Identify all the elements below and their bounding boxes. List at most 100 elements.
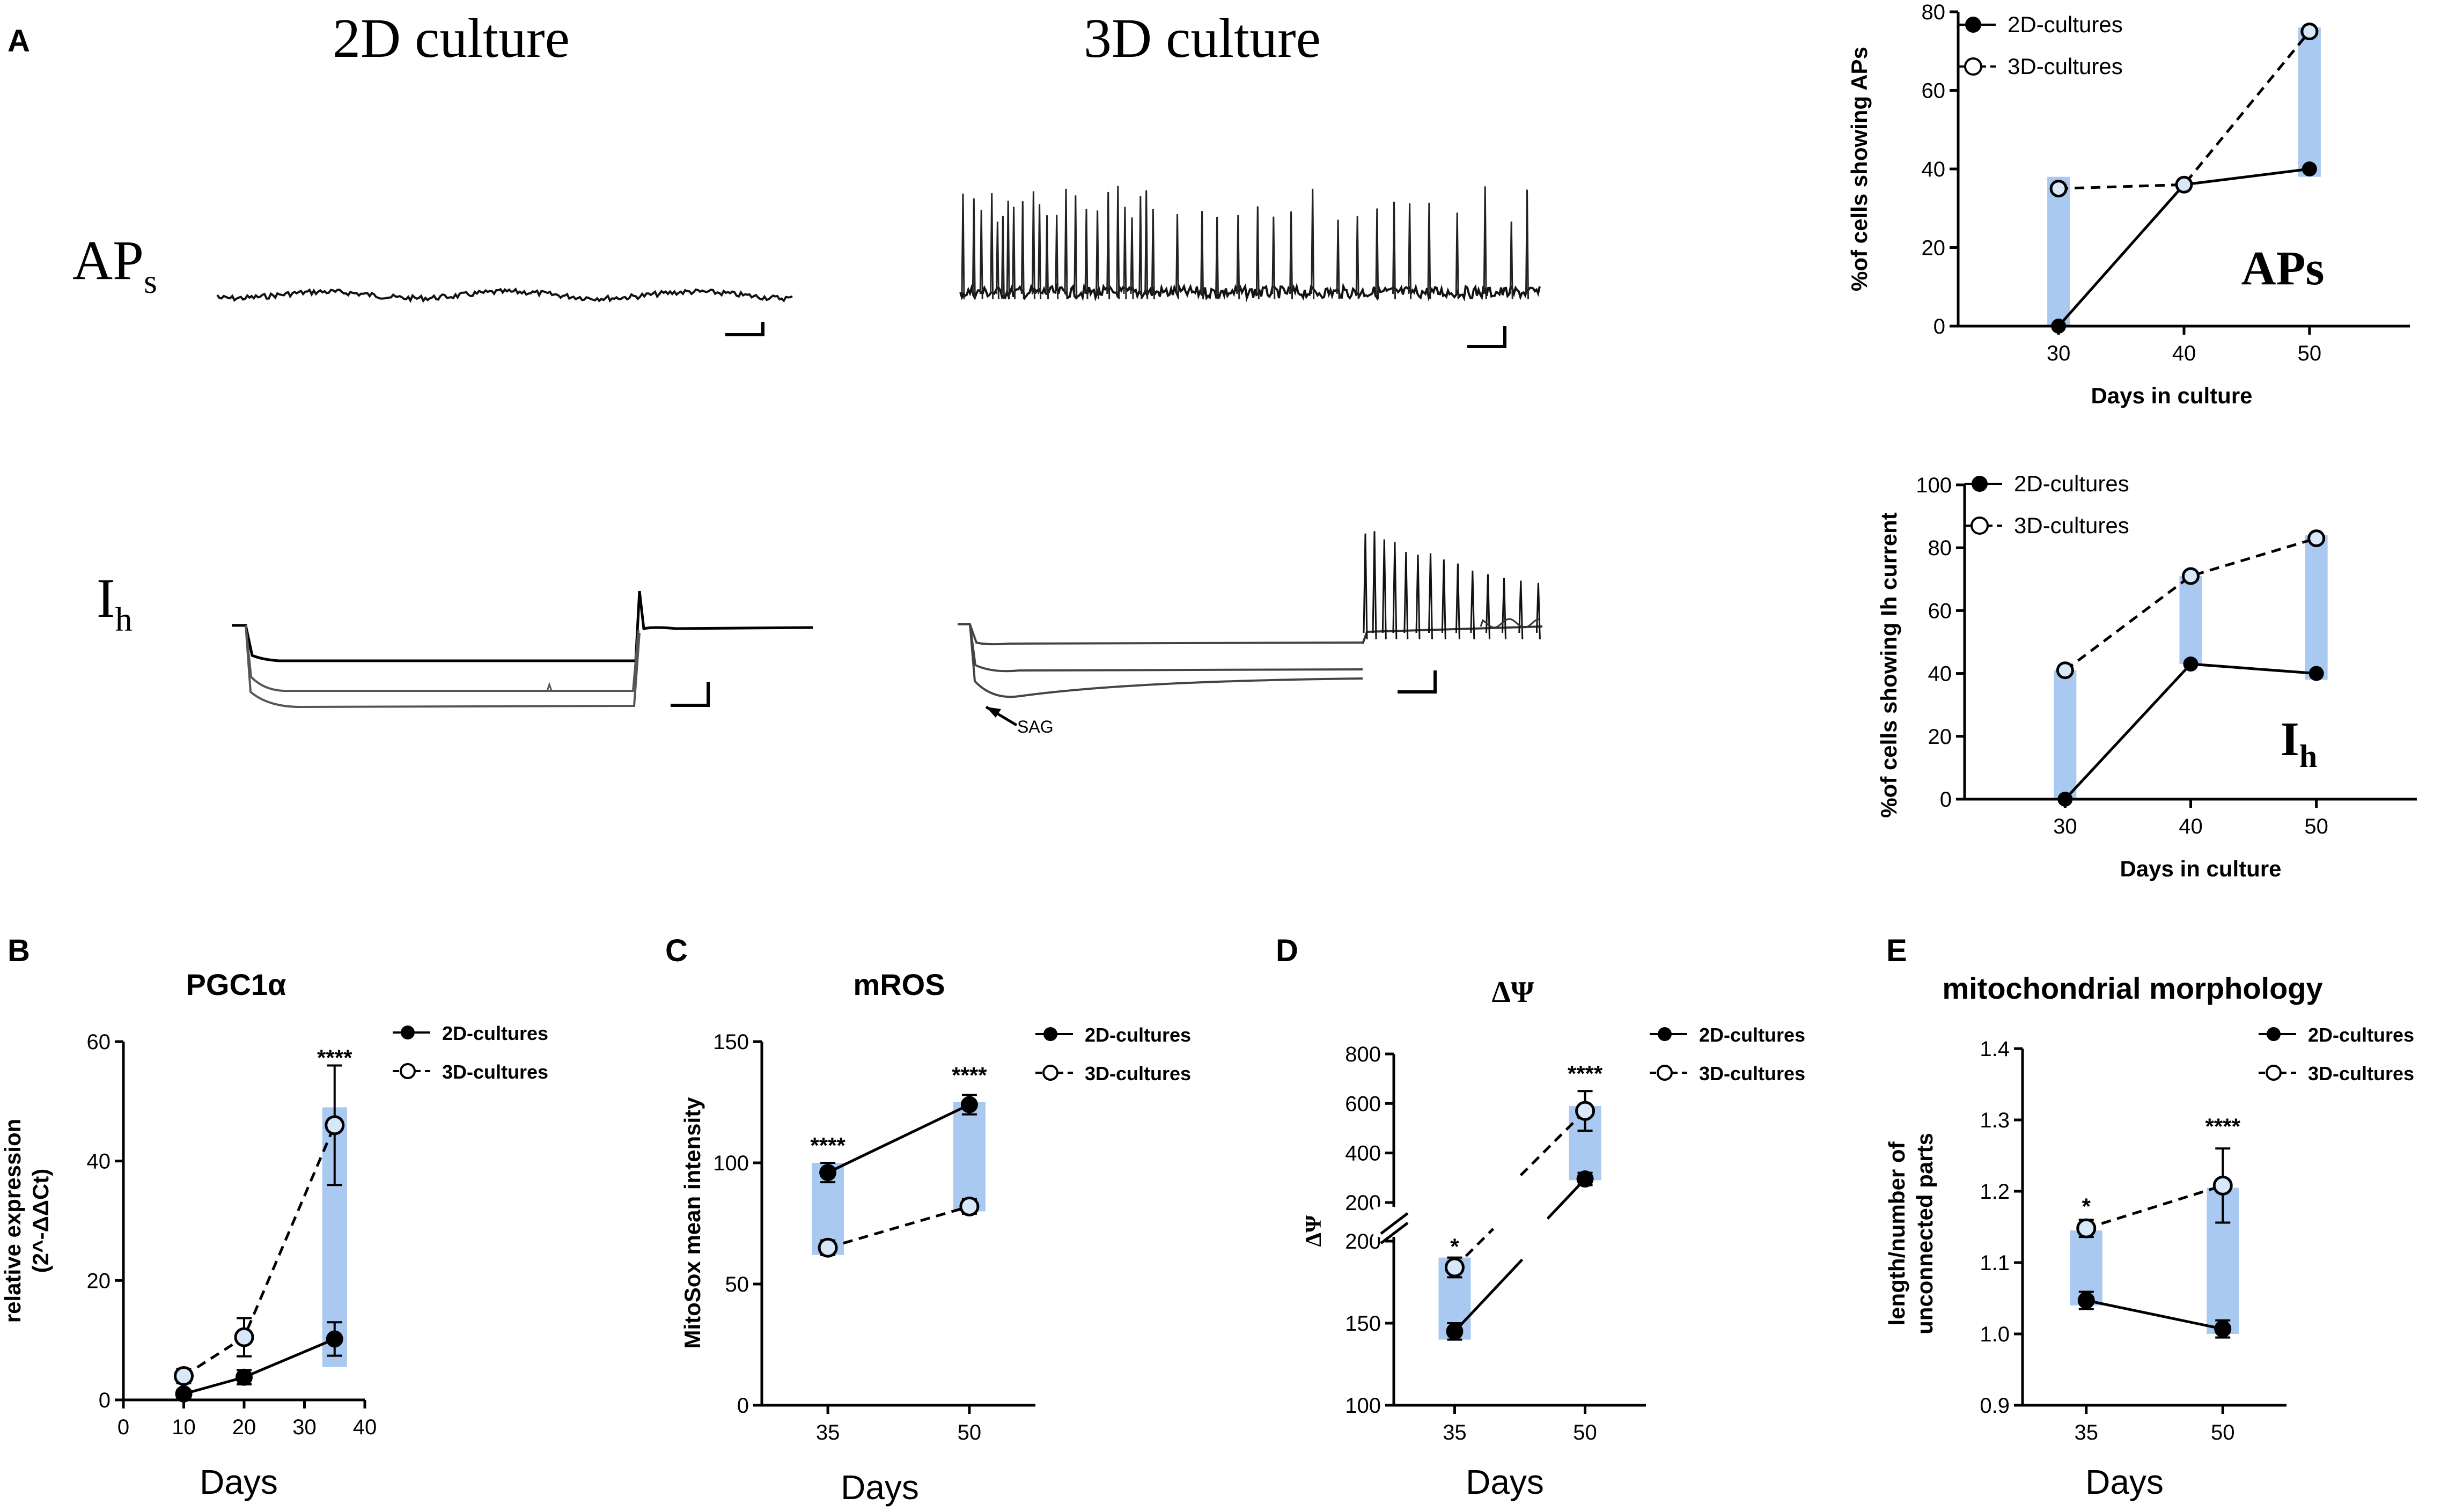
series-2d-line bbox=[183, 1338, 335, 1396]
ap-trace-3d bbox=[959, 186, 1541, 303]
y-tick-label: 50 bbox=[725, 1273, 749, 1296]
chart-title: ΔΨ bbox=[1492, 976, 1534, 1009]
chart-ih: Ih 0 20 40 60 80 100 30 40 50 Days in culture %of … bbox=[1876, 471, 2417, 881]
point-3d bbox=[325, 1115, 345, 1135]
legend-label: 2D-cultures bbox=[2008, 12, 2123, 37]
y-tick-label: 1.1 bbox=[1980, 1251, 2010, 1275]
x-tick-label: 35 bbox=[2075, 1421, 2099, 1444]
x-tick-label: 40 bbox=[353, 1415, 377, 1439]
x-tick-label: 35 bbox=[1443, 1421, 1467, 1444]
sag-label: SAG bbox=[1017, 717, 1054, 736]
x-axis-label: Days bbox=[200, 1463, 278, 1501]
y-tick-label: 600 bbox=[1345, 1092, 1381, 1116]
x-tick-label: 40 bbox=[2172, 342, 2196, 365]
x-tick-label: 40 bbox=[2179, 815, 2203, 838]
point-2d bbox=[175, 1385, 193, 1403]
significance-stars: * bbox=[2082, 1194, 2091, 1219]
y-tick-label: 1.4 bbox=[1980, 1037, 2010, 1061]
point-3d bbox=[2049, 180, 2068, 198]
y-tick-label: 1.2 bbox=[1980, 1180, 2010, 1204]
point-3d bbox=[959, 1196, 980, 1216]
highlight-bar bbox=[2179, 576, 2202, 665]
legend-marker bbox=[1971, 517, 1989, 535]
series-3d-line bbox=[183, 1124, 336, 1377]
scale-bar-ih-3d bbox=[1398, 670, 1437, 694]
y-tick-label: 20 bbox=[87, 1269, 111, 1293]
x-tick-label: 50 bbox=[2304, 815, 2328, 838]
legend-label: 2D-cultures bbox=[2308, 1024, 2414, 1046]
point-3d bbox=[2212, 1175, 2233, 1196]
significance-stars: **** bbox=[952, 1063, 987, 1088]
chart-mito-morphology: mitochondrial morphology 0.9 1.0 1.1 1.2 1.3 1… bbox=[1884, 971, 2414, 1501]
ih-3d-tail bbox=[1480, 618, 1539, 629]
y-tick-label: 0 bbox=[99, 1389, 111, 1412]
legend-label: 2D-cultures bbox=[2014, 471, 2129, 496]
ih-trace-2d bbox=[232, 591, 813, 709]
highlight-bar bbox=[2298, 27, 2321, 177]
y-tick-label: 100 bbox=[1345, 1394, 1381, 1418]
x-axis-label: Days in culture bbox=[2120, 856, 2281, 881]
series-3d-line bbox=[827, 1205, 970, 1249]
highlight-bar bbox=[2305, 535, 2328, 680]
significance-stars: **** bbox=[810, 1133, 845, 1158]
scale-bar-ap-2d bbox=[725, 322, 764, 336]
y-tick-label: 20 bbox=[1922, 237, 1946, 260]
legend-marker bbox=[1965, 17, 1981, 33]
legend-label: 2D-cultures bbox=[442, 1022, 548, 1044]
x-tick-label: 50 bbox=[958, 1421, 982, 1444]
x-axis-label: Days bbox=[2085, 1463, 2164, 1501]
legend-label: 3D-cultures bbox=[1699, 1063, 1805, 1085]
series-2d-line bbox=[2064, 662, 2317, 800]
x-tick-label: 30 bbox=[292, 1415, 317, 1439]
y-tick-label: 150 bbox=[1345, 1312, 1381, 1336]
legend-marker bbox=[2266, 1065, 2282, 1081]
series-2d-line bbox=[2086, 1299, 2223, 1331]
panel-label-d: D bbox=[1276, 933, 1298, 968]
series-2d-line bbox=[1453, 1258, 1524, 1333]
series-3d-line bbox=[2058, 31, 2311, 190]
chart-title: mROS bbox=[853, 968, 945, 1001]
point-2d bbox=[819, 1164, 837, 1182]
x-axis-label: Days bbox=[1466, 1463, 1544, 1501]
point-3d bbox=[2076, 1218, 2097, 1238]
point-2d bbox=[2057, 792, 2073, 807]
ap-3d-spikes bbox=[961, 186, 1529, 300]
y-tick-label: 80 bbox=[1928, 536, 1952, 560]
ih-trace-3d-spikes bbox=[1363, 531, 1541, 640]
x-tick-label: 10 bbox=[172, 1415, 196, 1439]
x-tick-label: 50 bbox=[2211, 1421, 2235, 1444]
chart-title: PGC1α bbox=[186, 968, 286, 1001]
y-tick-label: 80 bbox=[1922, 1, 1946, 24]
panel-label-b: B bbox=[8, 933, 30, 968]
series-3d-line bbox=[2064, 537, 2317, 672]
point-3d bbox=[1575, 1101, 1596, 1121]
point-2d bbox=[2051, 319, 2067, 334]
y-tick-label: 800 bbox=[1345, 1043, 1381, 1066]
x-axis-label: Days in culture bbox=[2091, 383, 2252, 408]
point-2d bbox=[2077, 1292, 2095, 1309]
point-2d bbox=[2302, 161, 2317, 176]
point-3d bbox=[2307, 529, 2326, 548]
y-tick-label: 1.3 bbox=[1980, 1109, 2010, 1132]
legend-marker bbox=[401, 1026, 415, 1039]
x-tick-label: 30 bbox=[2047, 342, 2071, 365]
aps-inset-title: APs bbox=[2241, 242, 2325, 295]
y-axis-label: ΔΨ bbox=[1302, 1215, 1326, 1247]
significance-stars: * bbox=[1450, 1234, 1459, 1259]
y-tick-label: 40 bbox=[87, 1150, 111, 1174]
point-2d bbox=[1446, 1323, 1464, 1340]
y-tick-label: 0 bbox=[737, 1394, 749, 1418]
x-tick-label: 35 bbox=[816, 1421, 840, 1444]
legend-label: 2D-cultures bbox=[1085, 1024, 1191, 1046]
ih-3d-rebound-spikes bbox=[1363, 531, 1541, 640]
legend-label: 3D-cultures bbox=[2008, 54, 2123, 79]
x-tick-label: 30 bbox=[2053, 815, 2077, 838]
y-tick-label: 60 bbox=[87, 1030, 111, 1054]
y-axis-label: %of cells showing Ih current bbox=[1876, 512, 1901, 817]
point-2d bbox=[960, 1096, 978, 1113]
point-3d bbox=[818, 1237, 838, 1258]
point-2d bbox=[326, 1330, 343, 1348]
legend-marker bbox=[1042, 1065, 1058, 1081]
legend-label: 3D-cultures bbox=[1085, 1063, 1191, 1085]
aps-row-label: APs bbox=[72, 230, 157, 300]
